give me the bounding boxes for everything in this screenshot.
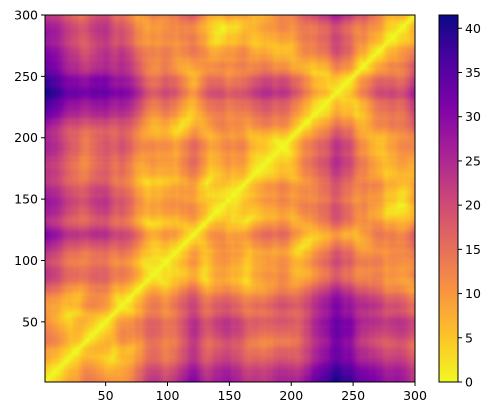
plot-frame <box>44 14 416 383</box>
x-axis: 50 100 150 200 250 300 <box>98 382 427 403</box>
y-tick-label: 50 <box>22 314 38 329</box>
colorbar-tick-label: 30 <box>465 109 481 124</box>
x-tick-label: 250 <box>341 388 365 403</box>
x-tick-label: 200 <box>279 388 303 403</box>
x-tick-label: 100 <box>156 388 180 403</box>
colorbar <box>438 14 459 383</box>
colorbar-tick-label: 0 <box>465 375 473 390</box>
colorbar-tick-label: 15 <box>465 242 481 257</box>
y-tick-label: 100 <box>14 253 38 268</box>
colorbar-tick-label: 35 <box>465 65 481 80</box>
y-tick-label: 150 <box>14 192 38 207</box>
colorbar-tick-label: 25 <box>465 153 481 168</box>
y-tick-label: 250 <box>14 69 38 84</box>
colorbar-axis: 0 5 10 15 20 25 30 35 40 <box>458 21 481 390</box>
y-tick-label: 300 <box>14 8 38 23</box>
colorbar-tick-label: 5 <box>465 330 473 345</box>
x-tick-label: 50 <box>98 388 114 403</box>
y-tick-label: 200 <box>14 130 38 145</box>
x-tick-label: 300 <box>403 388 427 403</box>
colorbar-tick-label: 40 <box>465 21 481 36</box>
y-axis: 50 100 150 200 250 300 <box>14 8 45 329</box>
colorbar-tick-label: 20 <box>465 198 481 213</box>
x-tick-label: 150 <box>217 388 241 403</box>
heatmap-plot-area <box>45 15 415 382</box>
colorbar-tick-label: 10 <box>465 286 481 301</box>
